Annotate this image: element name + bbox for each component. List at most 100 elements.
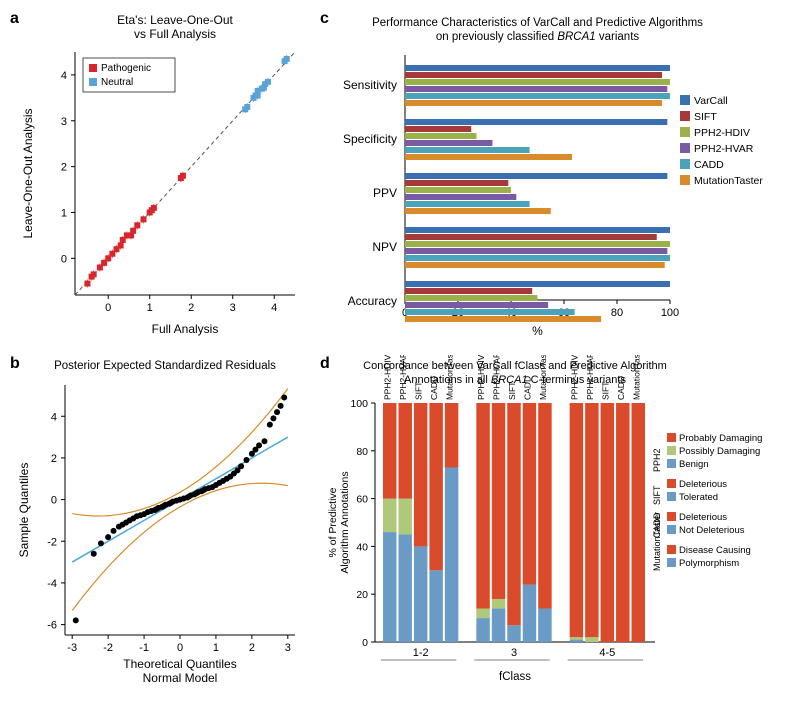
svg-text:MutationTaster: MutationTaster — [445, 355, 455, 400]
svg-text:Leave-One-Out Analysis: Leave-One-Out Analysis — [21, 108, 35, 238]
svg-text:SIFT: SIFT — [600, 382, 610, 400]
panel-c: c Performance Characteristics of VarCall… — [320, 10, 787, 345]
svg-text:-2: -2 — [103, 642, 113, 654]
svg-text:60: 60 — [356, 494, 368, 506]
svg-text:SIFT: SIFT — [652, 485, 662, 505]
svg-text:PPH2-HVAR: PPH2-HVAR — [585, 355, 595, 400]
panel-a: a Eta's: Leave-One-Outvs Full Analysis 0 1… — [10, 10, 310, 345]
svg-text:Deleterious: Deleterious — [679, 512, 727, 523]
svg-text:Neutral: Neutral — [101, 77, 133, 88]
svg-text:Polymorphism: Polymorphism — [679, 558, 739, 569]
svg-text:-6: -6 — [47, 620, 57, 632]
svg-text:PPH2-HVAR: PPH2-HVAR — [492, 355, 502, 400]
svg-text:0: 0 — [105, 302, 111, 314]
svg-text:Probably Damaging: Probably Damaging — [679, 433, 762, 444]
svg-text:Eta's: Leave-One-Out: Eta's: Leave-One-Out — [117, 13, 233, 27]
svg-text:PPH2-HDIV: PPH2-HDIV — [476, 355, 486, 400]
svg-text:PPH2: PPH2 — [652, 448, 662, 472]
svg-text:Pathogenic: Pathogenic — [101, 63, 151, 74]
svg-text:80: 80 — [356, 446, 368, 458]
svg-text:SIFT: SIFT — [694, 111, 717, 123]
svg-text:CADD: CADD — [522, 376, 532, 400]
svg-text:CADD: CADD — [429, 376, 439, 400]
svg-text:20: 20 — [356, 589, 368, 601]
panel-label-d: d — [320, 355, 330, 373]
svg-text:vs Full Analysis: vs Full Analysis — [134, 27, 216, 41]
svg-text:-4: -4 — [47, 578, 57, 590]
svg-text:4: 4 — [61, 70, 67, 82]
svg-text:3: 3 — [230, 302, 236, 314]
svg-text:on previously classified BRCA1: on previously classified BRCA1 variants — [436, 31, 640, 43]
svg-text:2: 2 — [249, 642, 255, 654]
svg-text:%: % — [532, 324, 543, 338]
svg-text:0: 0 — [61, 253, 67, 265]
svg-text:Sample Quantiles: Sample Quantiles — [17, 463, 31, 558]
svg-text:MutationTaster: MutationTaster — [538, 355, 548, 400]
svg-text:-1: -1 — [139, 642, 149, 654]
svg-text:PPV: PPV — [373, 186, 397, 200]
svg-text:MutationTaster: MutationTaster — [631, 355, 641, 400]
panel-d: d Concordance between VarCall fClass and… — [320, 355, 787, 697]
svg-text:% of PredictiveAlgorithm Annot: % of PredictiveAlgorithm Annotations — [327, 471, 351, 573]
svg-text:fClass: fClass — [499, 671, 531, 683]
chart-a: Eta's: Leave-One-Outvs Full Analysis 0 1 2 3… — [10, 10, 310, 345]
panel-label-c: c — [320, 10, 329, 28]
svg-text:Deleterious: Deleterious — [679, 479, 727, 490]
svg-text:Theoretical Quantiles: Theoretical Quantiles — [123, 657, 236, 671]
svg-text:1: 1 — [61, 207, 67, 219]
chart-d: Concordance between VarCall fClass and P… — [320, 355, 787, 690]
panel-label-b: b — [10, 355, 20, 373]
svg-text:Specificity: Specificity — [343, 132, 397, 146]
panel-b: b Posterior Expected Standardized Residu… — [10, 355, 310, 697]
svg-text:4: 4 — [271, 302, 277, 314]
svg-text:PPH2-HVAR: PPH2-HVAR — [694, 143, 754, 155]
figure-grid: a Eta's: Leave-One-Outvs Full Analysis 0 1… — [10, 10, 777, 697]
svg-text:100: 100 — [350, 398, 368, 410]
svg-text:MutationTaster: MutationTaster — [694, 175, 763, 187]
svg-text:Concordance between VarCall fC: Concordance between VarCall fClass and P… — [363, 360, 667, 372]
chart-c: Performance Characteristics of VarCall a… — [320, 10, 787, 345]
svg-text:Benign: Benign — [679, 459, 709, 470]
svg-text:0: 0 — [51, 495, 57, 507]
svg-text:NPV: NPV — [372, 240, 397, 254]
svg-text:CADD: CADD — [694, 159, 724, 171]
svg-text:Posterior Expected Standardize: Posterior Expected Standardized Residual… — [54, 360, 276, 372]
svg-text:3: 3 — [511, 647, 517, 659]
svg-text:Disease Causing: Disease Causing — [679, 545, 751, 556]
svg-text:4: 4 — [51, 411, 57, 423]
svg-text:CADD: CADD — [616, 376, 626, 400]
svg-text:2: 2 — [51, 453, 57, 465]
svg-text:2: 2 — [188, 302, 194, 314]
svg-text:PPH2-HDIV: PPH2-HDIV — [569, 355, 579, 400]
svg-text:PPH2-HDIV: PPH2-HDIV — [383, 355, 393, 400]
svg-text:2: 2 — [61, 162, 67, 174]
svg-text:40: 40 — [356, 541, 368, 553]
svg-text:SIFT: SIFT — [414, 382, 424, 400]
svg-text:Possibly Damaging: Possibly Damaging — [679, 446, 760, 457]
svg-text:Performance Characteristics of: Performance Characteristics of VarCall a… — [372, 17, 703, 29]
svg-text:1-2: 1-2 — [413, 647, 429, 659]
svg-text:Normal Model: Normal Model — [143, 671, 218, 685]
svg-text:-2: -2 — [47, 536, 57, 548]
svg-text:SIFT: SIFT — [507, 382, 517, 400]
svg-text:Full Analysis: Full Analysis — [152, 322, 219, 336]
svg-text:Accuracy: Accuracy — [348, 294, 397, 308]
svg-text:-3: -3 — [67, 642, 77, 654]
svg-text:100: 100 — [661, 307, 679, 319]
svg-text:80: 80 — [611, 307, 623, 319]
svg-text:1: 1 — [147, 302, 153, 314]
svg-text:MutationTaster: MutationTaster — [652, 512, 662, 571]
svg-text:PPH2-HVAR: PPH2-HVAR — [398, 355, 408, 400]
svg-text:PPH2-HDIV: PPH2-HDIV — [694, 127, 750, 139]
svg-text:Tolerated: Tolerated — [679, 492, 718, 503]
svg-text:Sensitivity: Sensitivity — [343, 78, 397, 92]
svg-text:VarCall: VarCall — [694, 95, 728, 107]
svg-text:0: 0 — [177, 642, 183, 654]
svg-text:Not Deleterious: Not Deleterious — [679, 525, 745, 536]
svg-text:3: 3 — [61, 116, 67, 128]
svg-text:0: 0 — [362, 637, 368, 649]
panel-label-a: a — [10, 10, 19, 28]
svg-text:1: 1 — [213, 642, 219, 654]
svg-text:3: 3 — [285, 642, 291, 654]
svg-text:4-5: 4-5 — [599, 647, 615, 659]
